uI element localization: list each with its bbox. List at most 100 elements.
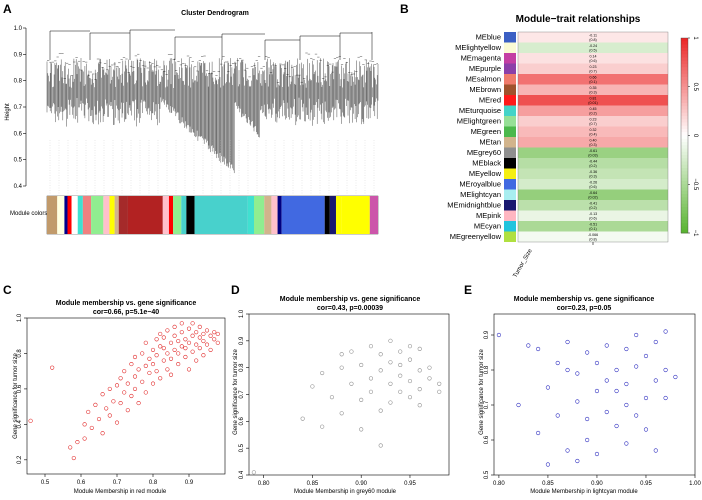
module-color-band (247, 196, 254, 234)
scatter-grey60-point (407, 395, 413, 400)
colorbar-step (681, 142, 688, 146)
heatmap-cell (518, 126, 668, 137)
colorbar-step (681, 229, 688, 234)
colorbar-step (681, 187, 688, 192)
cell-pvalue: (0.6) (589, 185, 596, 189)
cell-pvalue: (0.1) (589, 80, 596, 84)
heatmap-cell (518, 63, 668, 74)
cell-correlation: -0.26 (589, 180, 597, 184)
scatter-grey60-point (339, 352, 344, 357)
scatter-red-point (147, 356, 152, 361)
cell-pvalue: (0.3) (589, 143, 596, 147)
heatmap-cell (518, 74, 668, 85)
scatter-grey60-ylabel: Gene significance for tumor size (233, 348, 239, 434)
scatter-lightcyan-panel: Module membership vs. gene significance … (479, 296, 701, 495)
colorbar-step (681, 51, 688, 55)
scatter-lightcyan-point (585, 437, 590, 443)
scatter-lightcyan-xtick-label: 0.80 (493, 481, 505, 487)
colorbar-step (681, 103, 688, 107)
scatter-grey60-point (437, 381, 442, 386)
colorbar-step (681, 200, 688, 205)
cell-correlation: 0.40 (590, 138, 597, 142)
heatmap-cell (518, 168, 668, 179)
module-swatch (504, 179, 516, 190)
scatter-grey60-point (349, 349, 354, 354)
scatter-red-point (168, 372, 174, 377)
scatter-red-point (75, 440, 80, 445)
cell-correlation: -0.066 (588, 233, 598, 237)
scatter-red-point (104, 406, 109, 411)
scatter-lightcyan-point (575, 458, 580, 464)
scatter-lightcyan-ytick-label: 0.9 (484, 330, 490, 339)
scatter-lightcyan-point (643, 427, 649, 432)
scatter-grey60-point (398, 373, 403, 378)
scatter-red-point (118, 376, 123, 381)
module-swatch (504, 42, 516, 53)
module-color-band (82, 196, 92, 234)
scatter-red-point (194, 358, 199, 363)
colorbar-step (681, 60, 688, 65)
scatter-grey60-title: Module membership vs. gene significance (280, 296, 421, 303)
dendrogram-ylabel: Height (5, 103, 11, 121)
dendrogram-leaf-guides (49, 140, 375, 195)
scatter-red-point (132, 354, 138, 360)
scatter-lightcyan-point (624, 441, 629, 446)
module-color-band (57, 196, 65, 234)
cell-correlation: -0.11 (589, 33, 597, 37)
colorbar-step (681, 122, 688, 127)
module-label: MEpurple (469, 64, 501, 73)
colorbar-step (681, 181, 688, 185)
module-color-band (47, 196, 58, 234)
heatmap-cell (518, 189, 668, 200)
cell-pvalue: (0.3) (589, 91, 596, 95)
scatter-grey60-point (320, 370, 325, 376)
scatter-red-point (201, 353, 206, 358)
module-color-band (186, 196, 195, 234)
heatmap-cell (518, 200, 668, 211)
module-label: MEgrey60 (467, 148, 501, 157)
scatter-red-point (158, 376, 163, 381)
dendrogram-merge-bars (47, 52, 378, 83)
colorbar-step (681, 77, 688, 81)
scatter-red-point (107, 386, 112, 391)
colorbar-step (681, 190, 688, 195)
scatter-grey60-point (300, 416, 305, 421)
scatter-lightcyan-point (604, 378, 609, 383)
scatter-red-point (154, 353, 159, 358)
colorbar-tick-label: 0.5 (692, 83, 698, 92)
scatter-red-ytick-label: 1.0 (17, 313, 23, 322)
colorbar-step (681, 174, 688, 179)
scatter-grey60-subtitle: cor=0.43, p=0.00039 (317, 305, 383, 312)
scatter-lightcyan-point (565, 367, 570, 373)
scatter-lightcyan-point (575, 399, 580, 404)
module-label: MEyellow (469, 169, 502, 178)
module-swatch (504, 137, 516, 148)
colorbar-step (681, 54, 688, 58)
scatter-lightcyan-point (624, 402, 629, 408)
scatter-red-point (122, 390, 127, 395)
scatter-red-point (215, 340, 220, 345)
colorbar-step (681, 171, 688, 175)
scatter-red-point (86, 409, 91, 415)
colorbar-step (681, 155, 688, 159)
scatter-grey60-ytick-label: 1.0 (239, 309, 245, 318)
cell-correlation: -0.61 (589, 149, 597, 153)
scatter-lightcyan-xtick-label: 0.90 (591, 481, 603, 487)
module-swatch (504, 200, 516, 211)
module-label: MElightcyan (460, 190, 501, 199)
scatter-red-point (140, 351, 145, 356)
module-swatch (504, 116, 516, 127)
scatter-red-point (71, 455, 76, 461)
scatter-lightcyan-subtitle: cor=0.23, p=0.05 (557, 305, 612, 312)
scatter-grey60-point (339, 365, 344, 370)
scatter-red-point (82, 422, 87, 427)
scatter-red-point (186, 367, 192, 372)
heatmap-cell (518, 210, 668, 221)
scatter-lightcyan-ytick-label: 0.7 (484, 400, 490, 409)
module-color-band (127, 196, 163, 234)
heatmap-cell (518, 84, 668, 95)
scatter-red-point (50, 365, 55, 370)
scatter-lightcyan-point (614, 388, 619, 394)
cell-correlation: 0.45 (590, 107, 597, 111)
